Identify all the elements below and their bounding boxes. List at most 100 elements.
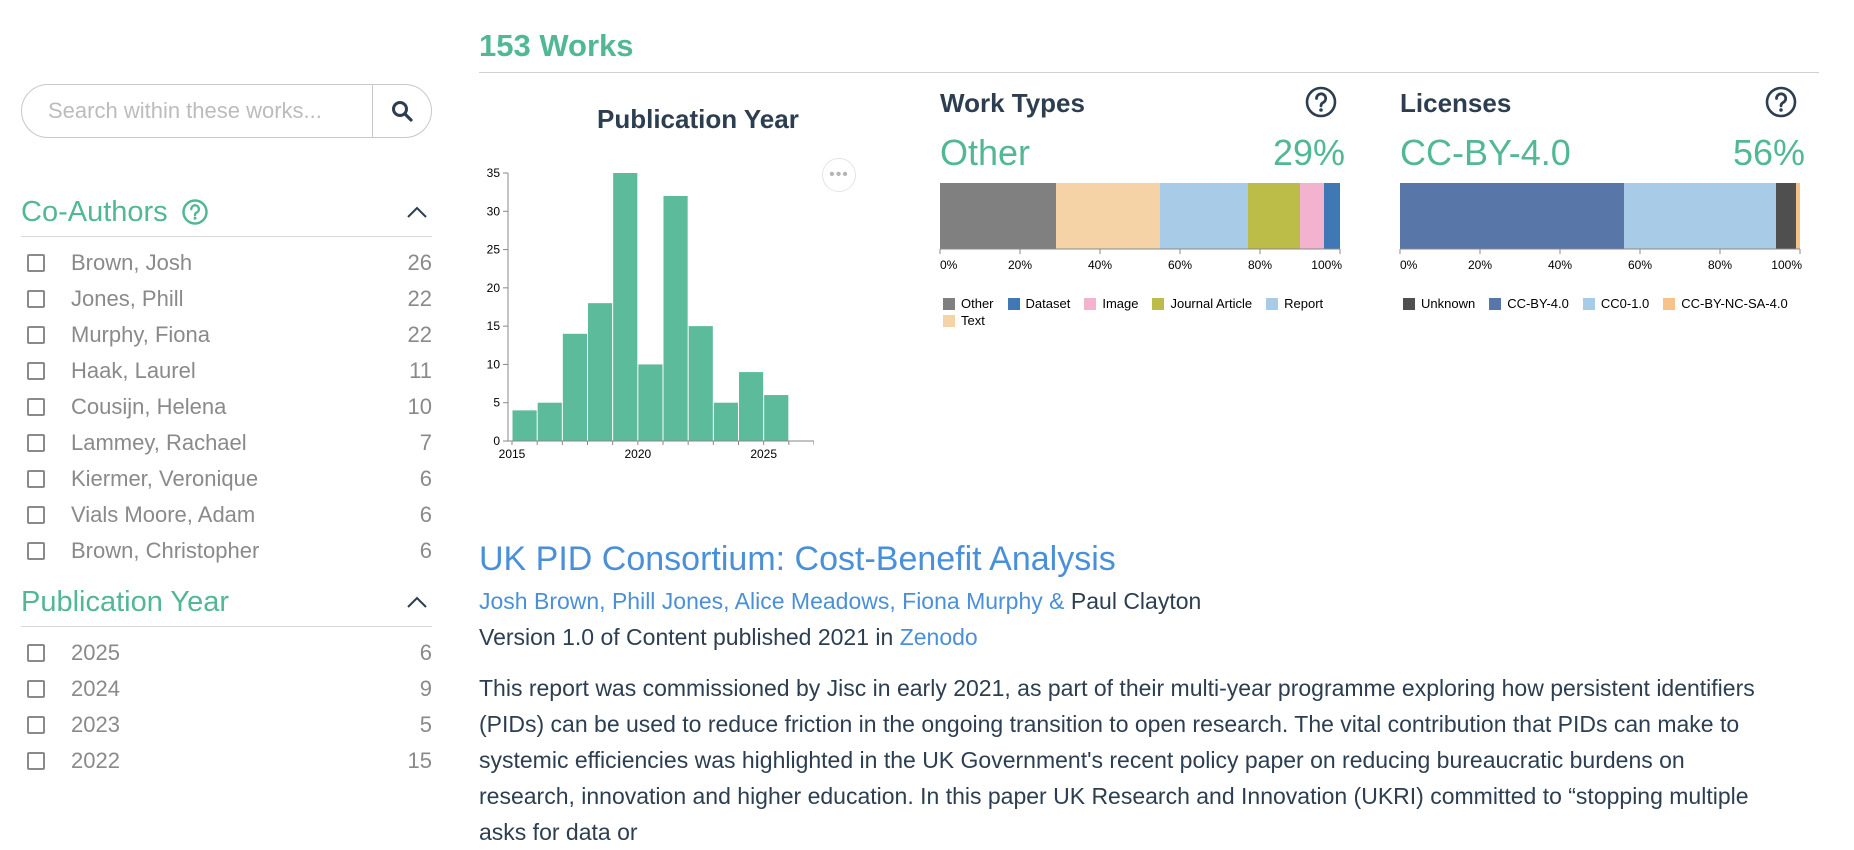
- facet-option[interactable]: Vials Moore, Adam 6: [21, 497, 432, 533]
- bar-2024[interactable]: [739, 372, 763, 441]
- chevron-up-icon[interactable]: [406, 595, 428, 609]
- legend-label: CC-BY-NC-SA-4.0: [1681, 296, 1787, 311]
- legend-swatch: [1266, 298, 1278, 310]
- segment-unknown[interactable]: [1776, 183, 1796, 249]
- facet-checkbox[interactable]: [27, 644, 45, 662]
- x-tick-label: 2025: [750, 447, 777, 461]
- facet-option[interactable]: 2024 9: [21, 671, 432, 707]
- facet-checkbox[interactable]: [27, 290, 45, 308]
- bar-2015[interactable]: [513, 410, 537, 441]
- bar-2023[interactable]: [714, 403, 738, 441]
- y-tick-label: 0: [493, 434, 500, 448]
- legend-item[interactable]: Image: [1084, 296, 1138, 311]
- facet-checkbox[interactable]: [27, 680, 45, 698]
- facet-option-count: 9: [420, 676, 432, 702]
- bar-2021[interactable]: [664, 196, 688, 441]
- facet-option[interactable]: Cousijn, Helena 10: [21, 389, 432, 425]
- segment-text[interactable]: [1056, 183, 1160, 249]
- bar-2025[interactable]: [764, 395, 788, 441]
- facet-option[interactable]: Kiermer, Veronique 6: [21, 461, 432, 497]
- legend-item[interactable]: CC-BY-NC-SA-4.0: [1663, 296, 1787, 311]
- facet-option[interactable]: Brown, Josh 26: [21, 245, 432, 281]
- facet-checkbox[interactable]: [27, 326, 45, 344]
- x-tick-label: 60%: [1168, 258, 1192, 272]
- chart-title-worktypes: Work Types: [940, 88, 1085, 119]
- facet-option-label: 2023: [71, 712, 120, 738]
- author-links[interactable]: Josh Brown, Phill Jones, Alice Meadows, …: [479, 588, 1065, 614]
- facet-option-label: Brown, Christopher: [71, 538, 259, 564]
- legend-swatch: [1583, 298, 1595, 310]
- facet-checkbox[interactable]: [27, 506, 45, 524]
- chevron-up-icon[interactable]: [406, 205, 428, 219]
- segment-other[interactable]: [940, 183, 1056, 249]
- facet-checkbox[interactable]: [27, 470, 45, 488]
- more-options-button[interactable]: •••: [822, 158, 856, 192]
- facet-option[interactable]: 2023 5: [21, 707, 432, 743]
- facet-option-count: 15: [408, 748, 432, 774]
- publisher-link[interactable]: Zenodo: [900, 624, 978, 650]
- legend-item[interactable]: Other: [943, 296, 994, 311]
- y-tick-label: 35: [487, 166, 501, 180]
- y-tick-label: 5: [493, 396, 500, 410]
- facet-checkbox[interactable]: [27, 434, 45, 452]
- segment-dataset[interactable]: [1324, 183, 1340, 249]
- x-tick-label: 20%: [1468, 258, 1492, 272]
- facet-checkbox[interactable]: [27, 362, 45, 380]
- help-icon[interactable]: [182, 199, 208, 225]
- search-button[interactable]: [372, 85, 431, 137]
- legend-item[interactable]: Journal Article: [1152, 296, 1252, 311]
- licenses-top-percent: 56%: [1733, 132, 1805, 174]
- segment-report[interactable]: [1160, 183, 1248, 249]
- help-icon[interactable]: [1765, 86, 1797, 118]
- segment-image[interactable]: [1300, 183, 1324, 249]
- legend-item[interactable]: Report: [1266, 296, 1323, 311]
- facet-option[interactable]: Haak, Laurel 11: [21, 353, 432, 389]
- bar-2016[interactable]: [538, 403, 562, 441]
- x-tick-label: 2020: [624, 447, 651, 461]
- help-icon[interactable]: [1305, 86, 1337, 118]
- bar-2017[interactable]: [563, 334, 587, 441]
- segment-journal-article[interactable]: [1248, 183, 1300, 249]
- x-tick-label: 0%: [940, 258, 958, 272]
- facet-checkbox[interactable]: [27, 542, 45, 560]
- coauthors-facet: Co-Authors Brown, Josh 26 Jones, Phill 22 Mu…: [21, 188, 432, 569]
- search-input[interactable]: [22, 85, 372, 137]
- facet-title: Publication Year: [21, 586, 229, 619]
- facet-title: Co-Authors: [21, 196, 168, 229]
- segment-cc-by-4-0[interactable]: [1400, 183, 1624, 249]
- facet-option-label: Haak, Laurel: [71, 358, 196, 384]
- legend-item[interactable]: Dataset: [1008, 296, 1071, 311]
- facet-option[interactable]: Lammey, Rachael 7: [21, 425, 432, 461]
- coauthors-facet-header[interactable]: Co-Authors: [21, 188, 432, 237]
- facet-option[interactable]: Jones, Phill 22: [21, 281, 432, 317]
- result-title-link[interactable]: UK PID Consortium: Cost-Benefit Analysis: [479, 540, 1116, 579]
- bar-2019[interactable]: [613, 173, 637, 441]
- legend-item[interactable]: Text: [943, 313, 985, 328]
- pubyear-facet: Publication Year 2025 6 2024 9 2023 5 2022 15: [21, 578, 432, 779]
- segment-cc-by-nc-sa-4-0[interactable]: [1796, 183, 1800, 249]
- y-tick-label: 15: [487, 319, 501, 333]
- facet-option[interactable]: 2022 15: [21, 743, 432, 779]
- pubyear-facet-header[interactable]: Publication Year: [21, 578, 432, 627]
- facet-option-count: 6: [420, 502, 432, 528]
- legend-item[interactable]: CC-BY-4.0: [1489, 296, 1569, 311]
- facet-checkbox[interactable]: [27, 398, 45, 416]
- facet-option[interactable]: 2025 6: [21, 635, 432, 671]
- x-tick-label: 60%: [1628, 258, 1652, 272]
- bar-2020[interactable]: [638, 364, 662, 441]
- facet-checkbox[interactable]: [27, 752, 45, 770]
- facet-option[interactable]: Brown, Christopher 6: [21, 533, 432, 569]
- bar-2022[interactable]: [689, 326, 713, 441]
- x-tick-label: 40%: [1548, 258, 1572, 272]
- facet-option[interactable]: Murphy, Fiona 22: [21, 317, 432, 353]
- coauthors-list: Brown, Josh 26 Jones, Phill 22 Murphy, Fiona…: [21, 245, 432, 569]
- legend-item[interactable]: Unknown: [1403, 296, 1475, 311]
- bar-2018[interactable]: [588, 303, 612, 441]
- legend-item[interactable]: CC0-1.0: [1583, 296, 1649, 311]
- x-tick-label: 0%: [1400, 258, 1418, 272]
- segment-cc0-1-0[interactable]: [1624, 183, 1776, 249]
- facet-option-count: 5: [420, 712, 432, 738]
- x-tick-label: 20%: [1008, 258, 1032, 272]
- facet-checkbox[interactable]: [27, 254, 45, 272]
- facet-checkbox[interactable]: [27, 716, 45, 734]
